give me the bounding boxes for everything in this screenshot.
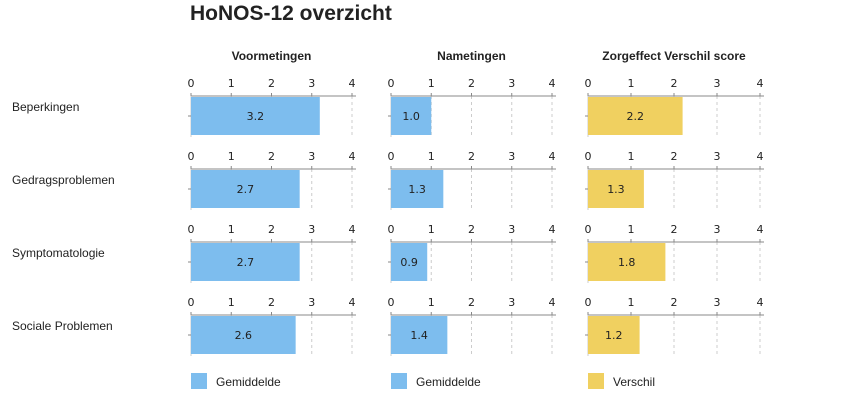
tick-label: 4: [757, 150, 764, 163]
tick-label: 1: [228, 150, 235, 163]
bar-value-label: 2.7: [237, 256, 255, 269]
legend-label: Gemiddelde: [216, 375, 281, 389]
bar-value-label: 2.7: [237, 183, 255, 196]
bar-value-label: 1.0: [402, 110, 420, 123]
bar: [191, 316, 296, 354]
tick-label: 2: [671, 223, 678, 236]
tick-label: 2: [268, 77, 275, 90]
tick-label: 2: [268, 296, 275, 309]
tick-label: 3: [508, 223, 515, 236]
bar: [588, 170, 644, 208]
tick-label: 1: [228, 77, 235, 90]
tick-label: 2: [671, 296, 678, 309]
tick-label: 0: [388, 223, 395, 236]
bar-value-label: 0.9: [400, 256, 418, 269]
tick-label: 2: [468, 150, 475, 163]
tick-label: 4: [549, 77, 556, 90]
legend-swatch: [391, 373, 407, 389]
tick-label: 1: [628, 296, 635, 309]
tick-label: 0: [585, 223, 592, 236]
legend-label: Verschil: [613, 375, 655, 389]
tick-label: 4: [549, 150, 556, 163]
bar-value-label: 2.2: [627, 110, 645, 123]
tick-label: 0: [585, 150, 592, 163]
tick-label: 3: [714, 296, 721, 309]
tick-label: 3: [308, 296, 315, 309]
bar: [391, 97, 432, 135]
tick-label: 4: [349, 150, 356, 163]
bar: [588, 243, 666, 281]
bar-value-label: 1.3: [408, 183, 426, 196]
tick-label: 0: [388, 150, 395, 163]
bar-value-label: 1.4: [410, 329, 428, 342]
tick-label: 3: [714, 77, 721, 90]
tick-label: 1: [428, 77, 435, 90]
tick-label: 2: [671, 150, 678, 163]
tick-label: 2: [268, 150, 275, 163]
category-label: Gedragsproblemen: [12, 173, 115, 187]
tick-label: 3: [508, 77, 515, 90]
tick-label: 0: [188, 150, 195, 163]
bar: [391, 170, 444, 208]
tick-label: 3: [308, 223, 315, 236]
tick-label: 1: [628, 77, 635, 90]
bar-value-label: 1.8: [618, 256, 636, 269]
tick-label: 0: [388, 296, 395, 309]
bar: [391, 243, 428, 281]
bar: [191, 243, 300, 281]
panel-title: Nametingen: [437, 49, 506, 63]
tick-label: 0: [388, 77, 395, 90]
tick-label: 4: [549, 223, 556, 236]
panel-title: Voormetingen: [232, 49, 312, 63]
tick-label: 1: [628, 223, 635, 236]
bar: [588, 97, 683, 135]
tick-label: 1: [228, 296, 235, 309]
panel-title: Zorgeffect Verschil score: [602, 49, 746, 63]
tick-label: 0: [188, 296, 195, 309]
bar-value-label: 1.3: [607, 183, 625, 196]
tick-label: 3: [508, 296, 515, 309]
tick-label: 4: [757, 77, 764, 90]
bar: [191, 170, 300, 208]
tick-label: 3: [508, 150, 515, 163]
tick-label: 4: [757, 223, 764, 236]
category-label: Symptomatologie: [12, 246, 105, 260]
tick-label: 4: [757, 296, 764, 309]
tick-label: 3: [308, 77, 315, 90]
tick-label: 2: [468, 77, 475, 90]
tick-label: 4: [349, 296, 356, 309]
category-label: Sociale Problemen: [12, 319, 113, 333]
tick-label: 1: [428, 223, 435, 236]
tick-label: 2: [268, 223, 275, 236]
tick-label: 3: [308, 150, 315, 163]
tick-label: 1: [428, 150, 435, 163]
tick-label: 1: [628, 150, 635, 163]
tick-label: 3: [714, 223, 721, 236]
legend-swatch: [191, 373, 207, 389]
tick-label: 4: [349, 77, 356, 90]
category-label: Beperkingen: [12, 100, 79, 114]
tick-label: 1: [228, 223, 235, 236]
tick-label: 0: [585, 77, 592, 90]
bar: [588, 316, 640, 354]
tick-label: 2: [671, 77, 678, 90]
bar-value-label: 2.6: [235, 329, 253, 342]
tick-label: 3: [714, 150, 721, 163]
bar: [391, 316, 448, 354]
tick-label: 2: [468, 223, 475, 236]
legend-swatch: [588, 373, 604, 389]
legend-label: Gemiddelde: [416, 375, 481, 389]
tick-label: 4: [549, 296, 556, 309]
bar-value-label: 1.2: [605, 329, 623, 342]
bar: [191, 97, 320, 135]
tick-label: 1: [428, 296, 435, 309]
tick-label: 0: [188, 223, 195, 236]
tick-label: 0: [585, 296, 592, 309]
tick-label: 4: [349, 223, 356, 236]
tick-label: 0: [188, 77, 195, 90]
chart-title: HoNOS-12 overzicht: [190, 2, 392, 25]
bar-value-label: 3.2: [247, 110, 265, 123]
tick-label: 2: [468, 296, 475, 309]
